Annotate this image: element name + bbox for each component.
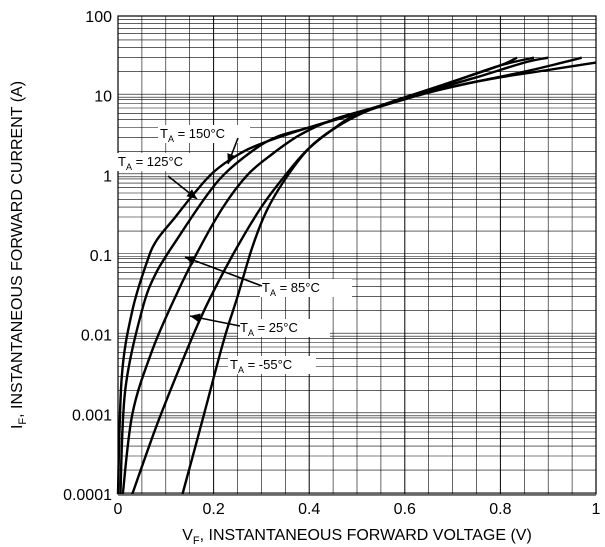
x-tick-label: 0.8	[489, 501, 511, 518]
annotation-arrowhead	[190, 313, 201, 323]
y-tick-label: 0.0001	[63, 487, 112, 504]
y-tick-label: 0.1	[90, 248, 112, 265]
tick-labels: 0 0.2 0.4 0.6 0.8 1 100 10 1 0.1 0.01 0.001 0.0001	[63, 9, 600, 518]
annotation-backdrop	[238, 319, 330, 337]
y-axis-label-main: I	[9, 425, 26, 429]
series-annotations: TA = 150°C TA = 125°C TA = 85°C TA = 25°C TA…	[116, 125, 352, 375]
y-axis-label-sub: F	[17, 418, 29, 425]
y-tick-label: 1	[103, 168, 112, 185]
annotation-arrowhead	[186, 189, 197, 199]
y-tick-label: 0.001	[72, 407, 112, 424]
y-tick-label: 10	[94, 89, 112, 106]
annotation-backdrop	[228, 356, 316, 374]
series-annotation-label: TA = 150°C	[160, 126, 225, 144]
series-annotation-label: TA = 25°C	[240, 320, 298, 338]
series-curves	[116, 56, 597, 495]
series-line	[116, 56, 518, 495]
series-line	[121, 56, 549, 495]
series-line	[181, 61, 597, 495]
x-tick-label: 1	[592, 501, 601, 518]
annotation-arrowhead	[185, 256, 196, 265]
x-axis-label-rest: , INSTANTANEOUS FORWARD VOLTAGE (V)	[200, 527, 532, 544]
x-tick-label: 0.2	[202, 501, 224, 518]
x-axis-label-main: V	[182, 527, 193, 544]
grid	[118, 16, 596, 496]
annotation-leader	[184, 256, 263, 287]
x-axis-label-sub: F	[193, 535, 200, 547]
y-axis-label-rest: , INSTANTANEOUS FORWARD CURRENT (A)	[9, 81, 26, 418]
y-axis-label: IF, INSTANTANEOUS FORWARD CURRENT (A)	[9, 81, 29, 429]
x-tick-label: 0.6	[394, 501, 416, 518]
y-tick-label: 0.01	[81, 328, 112, 345]
series-annotation-label: TA = 125°C	[118, 154, 183, 172]
x-tick-label: 0	[114, 501, 123, 518]
x-tick-label: 0.4	[298, 501, 320, 518]
x-axis-label: VF, INSTANTANEOUS FORWARD VOLTAGE (V)	[182, 527, 532, 547]
plot-frame	[117, 15, 597, 495]
series-annotation-label: TA = 85°C	[262, 280, 320, 298]
y-tick-label: 100	[85, 9, 112, 26]
series-annotation-label: TA = -55°C	[230, 357, 292, 375]
annotation-backdrop	[116, 153, 192, 171]
annotation-backdrop	[260, 279, 352, 297]
annotation-arrowhead	[227, 153, 236, 164]
series-line	[119, 56, 535, 495]
annotation-backdrop	[158, 125, 250, 143]
